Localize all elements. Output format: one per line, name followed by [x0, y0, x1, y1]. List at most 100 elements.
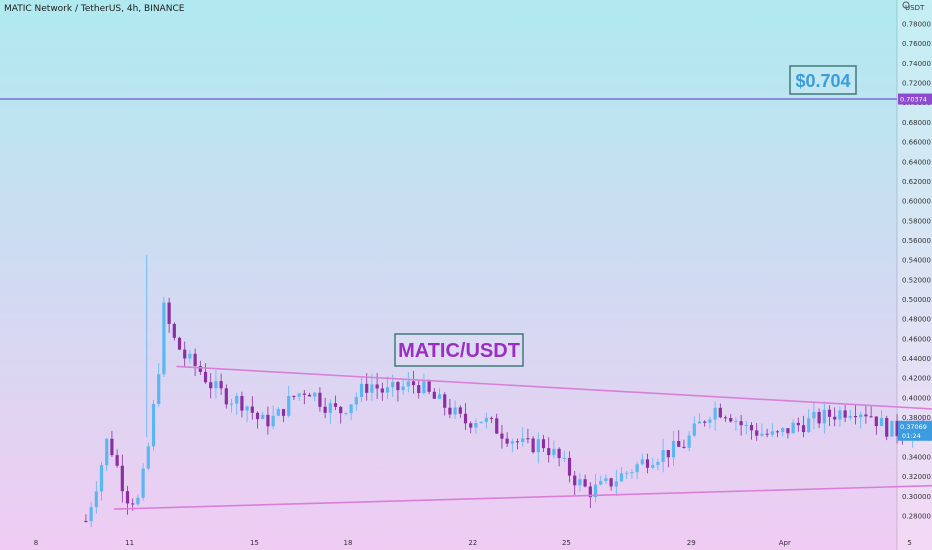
candle-body [625, 472, 629, 474]
x-tick-label: 25 [562, 539, 571, 547]
candle-body [749, 425, 754, 431]
candle-body [791, 422, 795, 434]
candle-body [245, 406, 249, 411]
candle-body [651, 465, 655, 468]
candle-body [328, 403, 332, 413]
price-axis-panel[interactable] [897, 0, 932, 550]
y-tick-label: 0.42000 [902, 375, 931, 383]
candle-body [240, 396, 244, 411]
y-tick-label: 0.38000 [902, 414, 931, 422]
candle-body [89, 507, 93, 522]
y-tick-label: 0.78000 [902, 21, 931, 29]
candle-body [552, 448, 556, 456]
candle-body [406, 381, 410, 387]
candle-body [489, 417, 494, 419]
candle-body [183, 349, 187, 359]
candle-body [801, 425, 806, 433]
target-price-tag-text: 0.70374 [900, 96, 927, 104]
current-price-tag[interactable] [898, 420, 932, 441]
candle-body [437, 394, 442, 399]
candle-body [484, 417, 488, 422]
x-tick-label: 15 [250, 539, 259, 547]
candle-body [775, 431, 780, 433]
y-tick-label: 0.34000 [902, 453, 931, 461]
candle-body [604, 478, 608, 482]
candle-body [380, 388, 384, 393]
candle-body [271, 415, 275, 427]
currency-label: USDT [905, 4, 925, 12]
candle-body [162, 302, 166, 375]
candle-body [843, 410, 847, 418]
candle-body [333, 403, 338, 407]
candle-body [500, 433, 504, 439]
candle-body [105, 438, 109, 466]
candle-body [214, 381, 218, 389]
candle-body [276, 409, 280, 416]
candle-body [136, 497, 140, 505]
candle-body [760, 433, 764, 436]
candle-body [250, 406, 254, 413]
candle-body [619, 473, 624, 482]
candle-body [505, 438, 509, 444]
candle-body [822, 409, 826, 424]
candle-body [640, 459, 644, 465]
y-tick-label: 0.58000 [902, 217, 931, 225]
y-tick-label: 0.44000 [902, 355, 931, 363]
candle-body [307, 394, 312, 397]
settings-icon[interactable] [902, 1, 910, 9]
candle-body [359, 383, 364, 398]
symbol-label-box[interactable] [394, 333, 524, 367]
y-tick-label: 0.46000 [902, 335, 931, 343]
y-tick-label: 0.72000 [902, 80, 931, 88]
candle-body [510, 441, 514, 444]
target-price-tag[interactable] [898, 93, 932, 105]
candle-body [255, 412, 260, 420]
current-price-text: 0.37069 [900, 423, 927, 431]
upper-trendline[interactable] [176, 365, 932, 447]
candle-body [635, 464, 639, 473]
y-tick-label: 0.40000 [902, 394, 931, 402]
candle-body [890, 420, 894, 437]
y-tick-label: 0.64000 [902, 158, 931, 166]
candle-body [292, 395, 296, 397]
candle-body [796, 422, 800, 426]
candle-body [671, 440, 676, 458]
candle-body [318, 392, 322, 407]
candle-body [687, 435, 691, 448]
candle-body [422, 381, 426, 394]
candle-body [817, 411, 821, 424]
candle-body [281, 409, 286, 416]
candle-body [853, 415, 858, 418]
candle-body [313, 392, 317, 397]
candle-body [297, 393, 301, 397]
y-tick-label: 0.50000 [902, 296, 931, 304]
candle-body [739, 421, 743, 426]
y-tick-label: 0.32000 [902, 473, 931, 481]
candle-body [526, 438, 530, 440]
candle-body [864, 414, 868, 417]
candle-body [198, 366, 202, 372]
y-tick-label: 0.28000 [902, 513, 931, 521]
y-tick-label: 0.54000 [902, 257, 931, 265]
candle-body [547, 448, 551, 456]
candle-body [869, 416, 873, 418]
candle-body [859, 414, 863, 418]
candle-body [125, 491, 130, 504]
candle-body [588, 486, 592, 498]
candle-body [448, 407, 452, 415]
candle-body [453, 407, 457, 415]
candle-body [895, 420, 899, 437]
candle-body [141, 468, 145, 498]
y-tick-label: 0.62000 [902, 178, 931, 186]
target-label-box[interactable] [789, 65, 857, 95]
x-tick-label: 29 [687, 539, 696, 547]
lower-trendline[interactable] [113, 480, 932, 510]
candle-body [427, 381, 431, 392]
candle-body [666, 450, 670, 458]
candle-body [302, 393, 306, 395]
candle-body [874, 416, 878, 427]
x-tick-label: 22 [468, 539, 477, 547]
